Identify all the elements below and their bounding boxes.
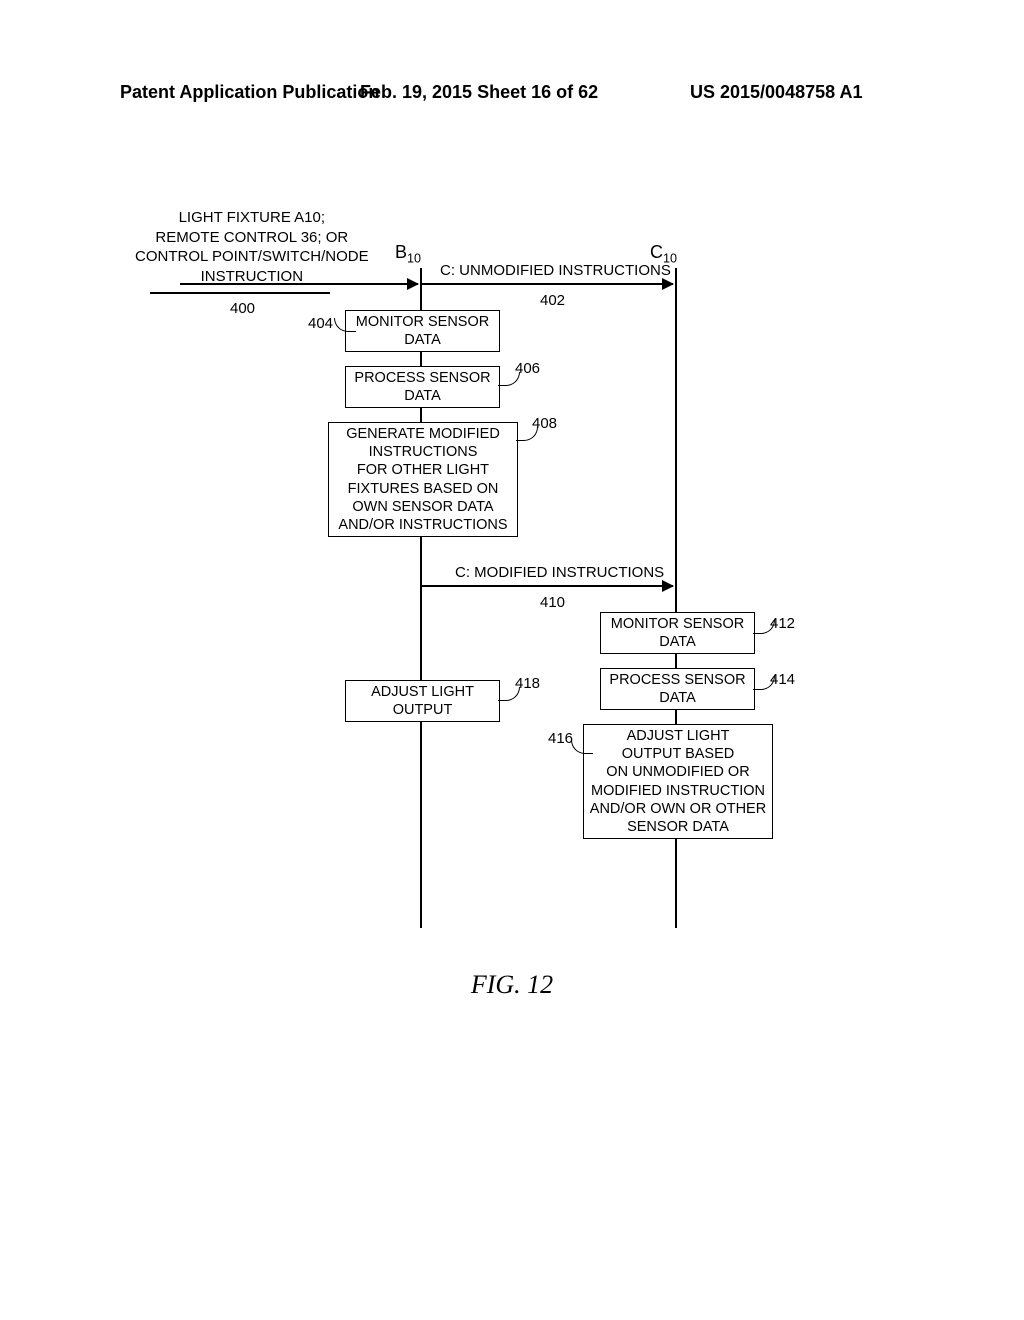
node-c-prefix: C [650,242,663,262]
box-process-b: PROCESS SENSOR DATA [345,366,500,408]
conn-c1 [675,654,677,668]
conn-c2 [675,710,677,724]
ref-402: 402 [540,292,565,309]
node-b-sub: 10 [407,252,421,266]
header-right: US 2015/0048758 A1 [690,82,862,103]
arrow-unmodified [422,283,673,285]
conn-b1 [420,352,422,366]
box-generate: GENERATE MODIFIED INSTRUCTIONS FOR OTHER… [328,422,518,537]
unmodified-label: C: UNMODIFIED INSTRUCTIONS [440,262,671,279]
modified-label: C: MODIFIED INSTRUCTIONS [455,564,664,581]
curve-404 [334,318,356,332]
ref-410: 410 [540,594,565,611]
box-monitor-c: MONITOR SENSOR DATA [600,612,755,654]
source-underline [150,292,330,294]
curve-406 [498,372,520,386]
curve-418 [498,687,520,701]
curve-416 [571,740,593,754]
source-text: LIGHT FIXTURE A10; REMOTE CONTROL 36; OR… [135,208,369,286]
header-left: Patent Application Publication [120,82,379,103]
box-adjust-b: ADJUST LIGHT OUTPUT [345,680,500,722]
node-b-label: B10 [395,242,421,266]
ref-400: 400 [230,300,255,317]
ref-416: 416 [548,730,573,747]
node-b-prefix: B [395,242,407,262]
box-monitor-b: MONITOR SENSOR DATA [345,310,500,352]
conn-b2 [420,408,422,422]
header-center: Feb. 19, 2015 Sheet 16 of 62 [360,82,598,103]
figure-label: FIG. 12 [0,970,1024,1000]
ref-404: 404 [308,315,333,332]
arrow-modified [422,585,673,587]
box-adjust-c: ADJUST LIGHT OUTPUT BASED ON UNMODIFIED … [583,724,773,839]
arrow-source-to-b [180,283,418,285]
box-process-c: PROCESS SENSOR DATA [600,668,755,710]
curve-408 [516,427,538,441]
sequence-diagram: B10 C10 LIGHT FIXTURE A10; REMOTE CONTRO… [120,220,920,970]
